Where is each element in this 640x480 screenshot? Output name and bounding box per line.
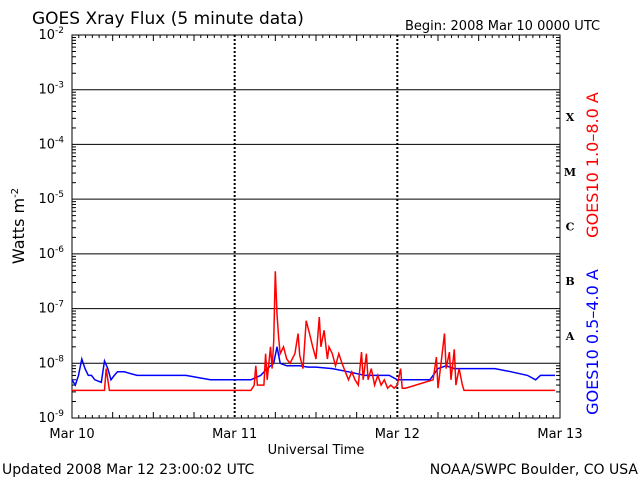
y-tick-base: 10 <box>38 137 55 152</box>
flare-class-x: X <box>566 111 575 124</box>
x-tick-label: Mar 13 <box>537 427 582 442</box>
y-tick-label: 10-5 <box>38 190 64 207</box>
grid-lines <box>72 35 560 418</box>
y-tick-exp: -4 <box>55 135 64 145</box>
y-tick-label: 10-9 <box>38 409 64 426</box>
credit-text: NOAA/SWPC Boulder, CO USA <box>430 462 639 478</box>
y-axis-label-text: Watts m <box>9 198 28 264</box>
y-tick-exp: -5 <box>55 190 64 200</box>
x-axis-label: Universal Time <box>268 443 365 458</box>
begin-label: Begin: 2008 Mar 10 0000 UTC <box>405 19 600 34</box>
updated-timestamp: Updated 2008 Mar 12 23:00:02 UTC <box>2 462 255 478</box>
series-group <box>71 271 556 392</box>
chart-title: GOES Xray Flux (5 minute data) <box>32 9 304 29</box>
y-ticks: 10-910-810-710-610-510-410-310-2 <box>38 26 64 426</box>
y-tick-base: 10 <box>38 247 55 262</box>
y-tick-exp: -8 <box>55 354 64 364</box>
x-tick-label: Mar 12 <box>375 427 420 442</box>
y-tick-base: 10 <box>38 192 55 207</box>
x-ticks: Mar 10 Mar 11 Mar 12 Mar 13 <box>49 35 583 442</box>
x-tick-label: Mar 10 <box>49 427 94 442</box>
y-tick-exp: -6 <box>55 245 64 255</box>
flare-class-b: B <box>565 275 574 288</box>
flare-class-m: M <box>564 166 576 179</box>
flare-class-c: C <box>566 221 575 234</box>
y-tick-base: 10 <box>38 83 55 98</box>
y-tick-exp: -3 <box>55 81 64 91</box>
y-tick-base: 10 <box>38 356 55 371</box>
series-line-1 <box>71 346 556 387</box>
y-tick-label: 10-6 <box>38 245 64 262</box>
series-line-0 <box>72 271 556 392</box>
y-tick-label: 10-3 <box>38 81 64 98</box>
flare-class-a: A <box>565 330 575 343</box>
series-label-long: GOES10 1.0–8.0 A <box>583 92 602 238</box>
plot-frame <box>71 34 561 419</box>
y-tick-label: 10-2 <box>38 26 64 43</box>
y-tick-base: 10 <box>38 302 55 317</box>
y-tick-exp: -7 <box>55 300 64 310</box>
y-tick-label: 10-7 <box>38 300 64 317</box>
series-label-short: GOES10 0.5–4.0 A <box>583 269 602 415</box>
y-axis-label: Watts m-2 <box>9 188 28 264</box>
y-tick-label: 10-8 <box>38 354 64 371</box>
y-tick-base: 10 <box>38 28 55 43</box>
y-axis-label-sup: -2 <box>10 188 21 198</box>
y-tick-exp: -9 <box>55 409 64 419</box>
x-tick-label: Mar 11 <box>212 427 257 442</box>
y-tick-label: 10-4 <box>38 135 64 152</box>
y-tick-exp: -2 <box>55 26 64 36</box>
flare-class-labels: A B C M X <box>564 111 576 343</box>
y-tick-base: 10 <box>38 411 55 426</box>
